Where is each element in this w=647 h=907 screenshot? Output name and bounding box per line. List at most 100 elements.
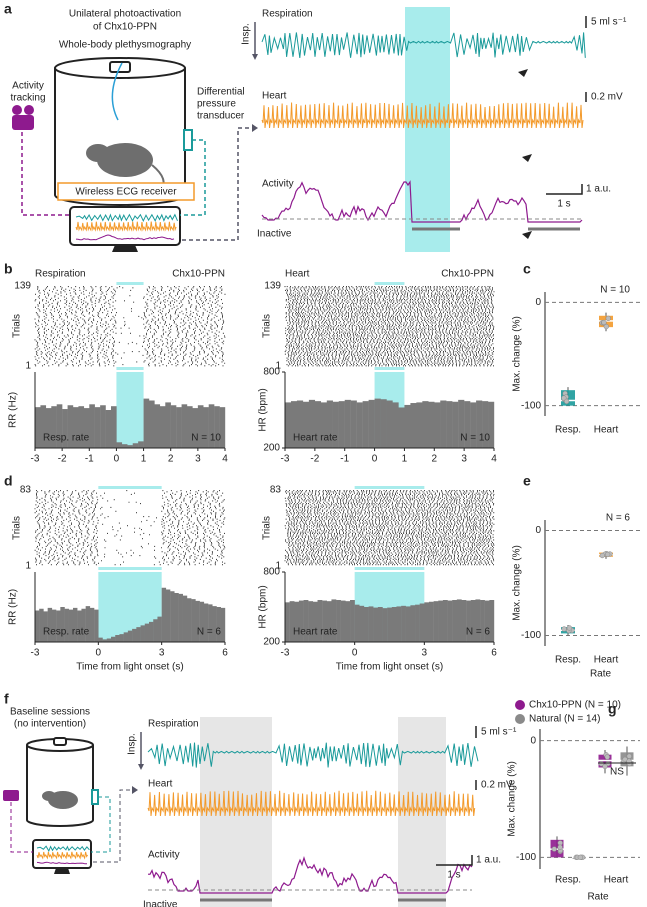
x-tick-label: -3 — [31, 454, 40, 465]
camera — [3, 790, 19, 801]
n-label: N = 10 — [600, 285, 630, 296]
inset-label: Resp. rate — [43, 627, 90, 638]
bar — [476, 400, 483, 448]
panel-letter: g — [608, 701, 617, 717]
bar — [338, 401, 345, 448]
axis-label: Max. change (%) — [512, 316, 523, 392]
y-tick-label: 0 — [535, 297, 541, 308]
light-mark — [374, 367, 405, 370]
bar — [308, 601, 314, 642]
dot — [563, 398, 570, 405]
n-label: N = 6 — [606, 513, 631, 524]
y-tick-label: 0 — [535, 525, 541, 536]
bar — [81, 608, 86, 642]
link — [93, 789, 132, 863]
bar — [322, 600, 327, 642]
axis-label: Trials — [12, 516, 23, 540]
dot — [599, 552, 605, 559]
bar — [140, 625, 145, 642]
dot — [603, 323, 609, 330]
bar — [165, 402, 171, 448]
bar — [199, 601, 205, 642]
x-tick-label: 6 — [222, 648, 228, 659]
bar — [428, 601, 434, 642]
x-axis-label: Time from light onset (s) — [76, 662, 183, 673]
bar — [89, 404, 95, 448]
dot — [602, 763, 608, 770]
bar — [415, 604, 420, 642]
bar — [373, 607, 379, 642]
dot — [601, 319, 607, 326]
light-mark — [374, 282, 405, 285]
label: Activity — [148, 850, 180, 861]
n-label: N = 10 — [191, 433, 221, 444]
label: Heart — [262, 91, 287, 102]
bar — [464, 401, 471, 448]
light-shade — [116, 372, 144, 448]
bar — [308, 399, 316, 448]
bar — [410, 605, 416, 642]
bar — [127, 445, 133, 448]
bar — [433, 601, 439, 642]
bar — [208, 404, 215, 448]
label: Differential — [197, 87, 245, 98]
bar — [94, 407, 101, 448]
raster — [284, 490, 495, 566]
bar — [203, 603, 209, 642]
legend-swatch — [515, 714, 525, 724]
light-mark — [354, 567, 425, 570]
scale-label: 0.2 mV — [481, 780, 513, 791]
bar — [77, 610, 82, 642]
x-tick-label: -3 — [281, 454, 290, 465]
bar — [456, 599, 462, 642]
y-tick-label: 83 — [270, 485, 282, 496]
bar — [187, 598, 192, 642]
x-axis-label: Time from light onset (s) — [336, 662, 443, 673]
bar — [203, 407, 209, 448]
x-tick-label: -2 — [310, 454, 319, 465]
bar — [51, 406, 57, 448]
bar — [119, 634, 124, 642]
bar — [345, 601, 351, 642]
bar — [363, 607, 369, 642]
bar — [312, 601, 318, 642]
ecg-receiver — [57, 182, 195, 201]
x-tick-label: 0 — [96, 648, 102, 659]
bar — [386, 400, 393, 448]
bar — [143, 398, 150, 448]
bar — [452, 600, 458, 642]
bar — [410, 403, 417, 448]
bar — [424, 602, 430, 642]
bar — [458, 399, 465, 448]
scale-label: 1 a.u. — [476, 855, 501, 866]
bar — [149, 621, 154, 642]
optic-fiber — [111, 62, 123, 121]
bar — [446, 401, 453, 448]
bar — [39, 608, 44, 642]
arrowhead-marker — [522, 154, 532, 162]
bar — [416, 402, 423, 448]
axis-label: RR (Hz) — [8, 392, 19, 428]
light-mark — [116, 282, 144, 285]
scale-label: 5 ml s⁻¹ — [591, 17, 627, 28]
link — [21, 132, 70, 216]
axis-label: HR (bpm) — [258, 388, 269, 431]
label: Inactive — [143, 900, 178, 907]
y-tick-label: 200 — [263, 443, 280, 454]
axis-label: Insp. — [241, 23, 252, 45]
y-tick-label: -100 — [521, 400, 541, 411]
x-tick-label: 2 — [168, 454, 174, 465]
panel-letter: a — [4, 1, 12, 17]
mini-trace — [36, 861, 87, 865]
bar — [354, 604, 360, 642]
bar — [161, 587, 167, 642]
mini-trace — [36, 851, 89, 860]
bar — [374, 398, 381, 448]
heart-trace — [147, 790, 476, 817]
bar — [192, 408, 199, 448]
label: pressure — [197, 99, 236, 110]
ns-label: NS — [610, 767, 624, 778]
y-tick-label: -100 — [521, 630, 541, 641]
label: Activity — [262, 179, 294, 190]
scale-label: 1 a.u. — [586, 184, 611, 195]
